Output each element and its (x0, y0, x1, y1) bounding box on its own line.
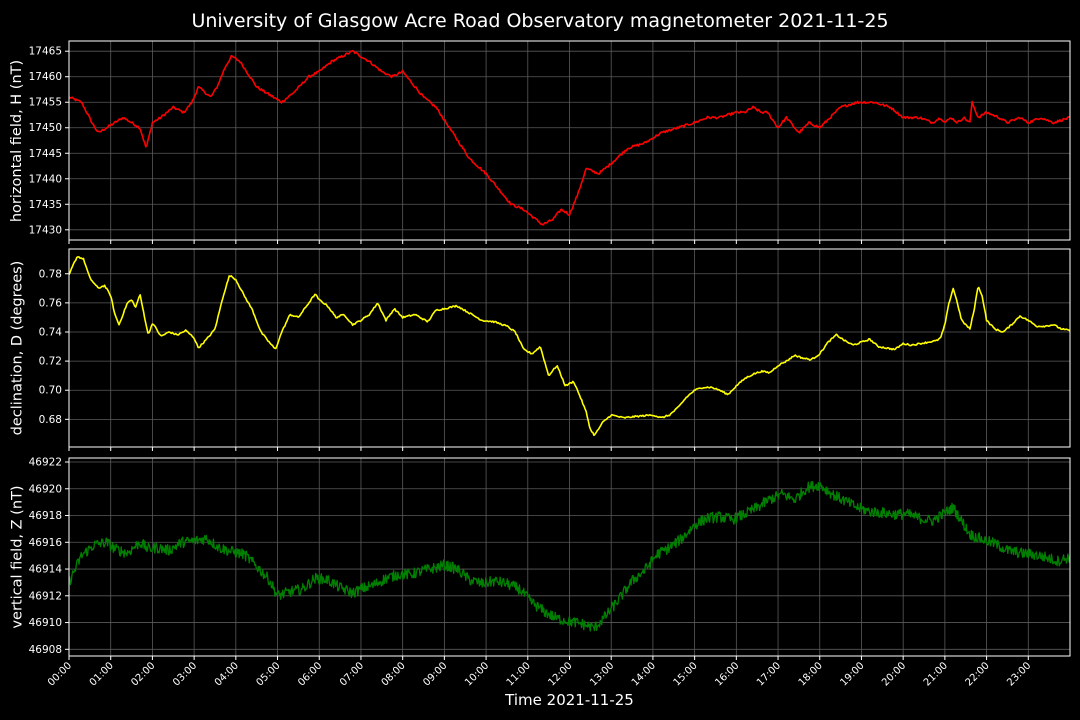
y-tick-label: 17430 (29, 224, 62, 236)
y-tick-label: 17445 (29, 148, 62, 160)
x-tick-label: 11:00 (505, 660, 533, 688)
y-tick-label: 46912 (29, 590, 62, 602)
x-tick-label: 07:00 (338, 660, 366, 688)
x-tick-label: 13:00 (588, 660, 616, 688)
x-tick-label: 15:00 (672, 660, 700, 688)
y-tick-label: 46920 (29, 483, 62, 495)
x-tick-label: 12:00 (546, 660, 574, 688)
y-tick-label: 0.72 (39, 356, 62, 368)
y-tick-label: 0.76 (39, 297, 63, 309)
y-tick-label: 0.70 (39, 385, 62, 397)
x-tick-label: 00:00 (46, 660, 74, 688)
y-tick-label: 46922 (29, 457, 62, 469)
y-tick-label: 17465 (29, 46, 62, 58)
series-line-d (68, 256, 1071, 437)
x-tick-label: 16:00 (713, 660, 741, 688)
x-axis-label: Time 2021-11-25 (505, 691, 634, 709)
x-tick-label: 22:00 (964, 660, 992, 688)
y-tick-label: 17450 (29, 122, 62, 134)
x-tick-label: 09:00 (421, 660, 449, 688)
x-tick-label: 05:00 (255, 660, 283, 688)
y-tick-label: 17440 (29, 173, 62, 185)
x-tick-label: 06:00 (296, 660, 324, 688)
y-axis-label-h: horizontal field, H (nT) (9, 59, 26, 222)
x-tick-label: 10:00 (463, 660, 491, 688)
x-tick-label: 01:00 (88, 660, 116, 688)
chart-title: University of Glasgow Acre Road Observat… (191, 10, 889, 32)
x-tick-label: 04:00 (213, 660, 241, 688)
panel-z: 46908 46910 46912 46914 46916 46918 46920 46922 (29, 457, 1071, 660)
x-tick-label: 23:00 (1005, 660, 1033, 688)
y-tick-label: 46914 (29, 564, 63, 576)
panel-d: 0.68 0.70 0.72 0.74 0.76 0.78 (39, 248, 1071, 451)
y-tick-label: 46916 (29, 537, 63, 549)
x-tick-label: 19:00 (838, 660, 866, 688)
x-tick-label: 21:00 (922, 660, 950, 688)
x-tick-label: 02:00 (129, 660, 157, 688)
y-tick-label: 46910 (29, 617, 62, 629)
series-line-z (68, 481, 1071, 632)
y-tick-label: 17455 (29, 97, 62, 109)
y-axis-label-d: declination, D (degrees) (8, 260, 25, 436)
x-tick-label: 17:00 (755, 660, 783, 688)
y-tick-label: 0.78 (39, 268, 62, 280)
x-tick-label: 08:00 (380, 660, 408, 688)
x-tick-label: 03:00 (171, 660, 199, 688)
x-tick-label: 14:00 (630, 660, 658, 688)
series-line-h (68, 49, 1071, 226)
panel-h: 17430 17435 17440 17445 17450 17455 17460 17465 (29, 40, 1071, 244)
y-tick-label: 17460 (29, 71, 62, 83)
y-tick-label: 0.68 (39, 414, 62, 426)
y-axis-label-z: vertical field, Z (nT) (9, 485, 26, 629)
y-tick-label: 17435 (29, 199, 62, 211)
x-tick-label: 20:00 (880, 660, 908, 688)
y-tick-label: 0.74 (39, 326, 63, 338)
y-tick-label: 46918 (29, 510, 62, 522)
y-tick-label: 46908 (29, 644, 62, 656)
x-tick-label: 18:00 (797, 660, 825, 688)
